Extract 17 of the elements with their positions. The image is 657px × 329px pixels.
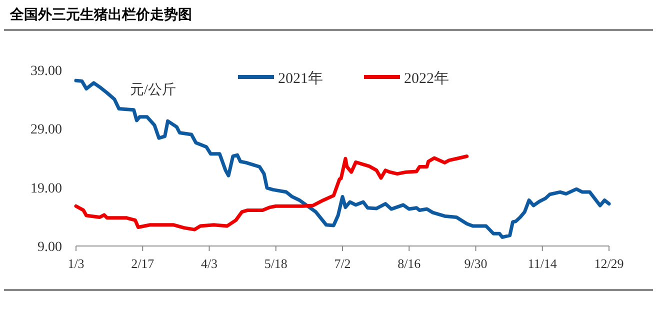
chart-title: 全国外三元生猪出栏价走势图	[9, 7, 192, 23]
x-tick-label: 7/2	[334, 256, 351, 271]
x-tick-label: 2/17	[131, 256, 155, 271]
x-tick-label: 11/14	[528, 256, 558, 271]
x-tick-label: 9/30	[464, 256, 488, 271]
y-tick-label: 39.00	[30, 64, 62, 79]
x-tick-label: 5/18	[264, 256, 288, 271]
y-tick-label: 9.00	[38, 240, 62, 255]
legend-label: 2022年	[404, 70, 449, 87]
legend-label: 2021年	[278, 70, 323, 87]
x-tick-label: 12/29	[594, 256, 624, 271]
y-tick-label: 19.00	[30, 181, 62, 196]
x-tick-label: 4/3	[200, 256, 218, 271]
x-tick-label: 8/16	[398, 256, 422, 271]
y-axis-title: 元/公斤	[130, 82, 176, 98]
y-tick-label: 29.00	[30, 122, 62, 138]
x-tick-label: 1/3	[68, 256, 84, 271]
